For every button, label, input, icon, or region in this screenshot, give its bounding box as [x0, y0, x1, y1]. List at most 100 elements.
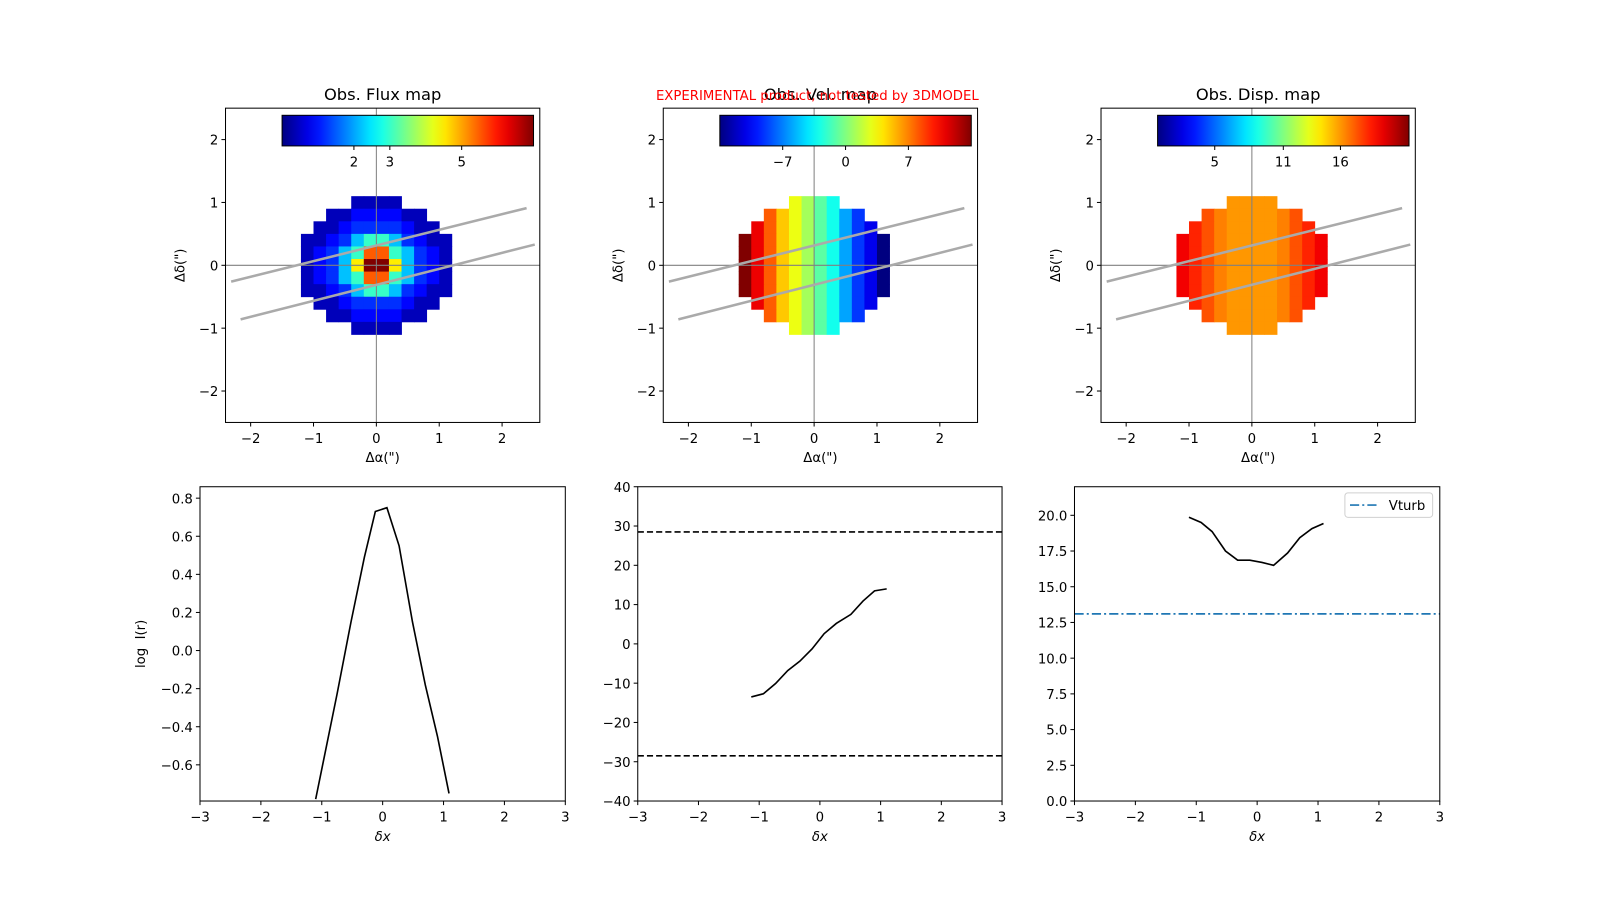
- pixel: [788, 196, 802, 210]
- y-tick-label: 20.0: [1038, 509, 1068, 524]
- pixel: [763, 271, 777, 285]
- pixel: [426, 246, 440, 260]
- x-tick-label: 1: [1311, 432, 1319, 447]
- pixel: [376, 296, 390, 310]
- pixel: [313, 271, 327, 285]
- pixel: [300, 271, 314, 285]
- pixel: [1239, 196, 1253, 210]
- pixel: [1264, 296, 1278, 310]
- pixel: [814, 208, 828, 222]
- data-line: [1188, 516, 1324, 567]
- pixel: [801, 296, 815, 310]
- pixel: [1239, 246, 1253, 260]
- x-tick-label: 1: [439, 810, 447, 825]
- x-axis-label: δx: [375, 830, 391, 845]
- pixel: [1289, 296, 1303, 310]
- pixel: [388, 221, 402, 235]
- pixel: [338, 233, 352, 247]
- pixel: [839, 208, 853, 222]
- pixel: [763, 221, 777, 235]
- y-axis-label: Δδ("): [611, 249, 626, 283]
- pixel: [326, 233, 340, 247]
- y-tick-label: 40: [614, 481, 631, 496]
- x-tick-label: −2: [689, 810, 709, 825]
- annotation: EXPERIMENTAL product, not tested by 3DMO…: [656, 89, 979, 104]
- pixel: [363, 296, 377, 310]
- pixel: [414, 246, 428, 260]
- pixel: [851, 309, 865, 323]
- pixel: [1264, 321, 1278, 335]
- colorbar: [719, 114, 972, 147]
- pixel: [738, 233, 752, 247]
- pixel: [1176, 246, 1190, 260]
- pixel: [1264, 208, 1278, 222]
- pixel: [788, 296, 802, 310]
- pixel: [826, 246, 840, 260]
- pixel: [814, 296, 828, 310]
- pixel: [751, 284, 765, 298]
- pixel: [826, 196, 840, 210]
- pixel: [801, 196, 815, 210]
- pixel: [388, 309, 402, 323]
- pixel: [776, 208, 790, 222]
- pixel: [338, 296, 352, 310]
- pixel: [313, 284, 327, 298]
- pixel: [776, 233, 790, 247]
- pixel: [839, 296, 853, 310]
- pixel: [763, 296, 777, 310]
- pixel: [1214, 309, 1228, 323]
- pixel: [300, 246, 314, 260]
- pixel: [313, 233, 327, 247]
- colorbar-tick-label: 0: [841, 155, 849, 170]
- slit-line: [240, 243, 536, 321]
- pixel: [801, 208, 815, 222]
- pixel: [414, 309, 428, 323]
- x-tick-label: 2: [1373, 432, 1381, 447]
- pixel: [439, 233, 453, 247]
- pixel: [1226, 233, 1240, 247]
- pixel: [788, 208, 802, 222]
- y-tick-label: 2: [210, 134, 218, 149]
- pixel: [1251, 196, 1265, 210]
- x-tick-label: 1: [876, 810, 884, 825]
- pixel: [1251, 208, 1265, 222]
- pixel: [1201, 208, 1215, 222]
- pixel: [1302, 296, 1316, 310]
- x-tick-label: −2: [679, 432, 699, 447]
- pixel: [1314, 246, 1328, 260]
- pixel: [401, 296, 415, 310]
- y-tick-label: 15.0: [1038, 581, 1068, 596]
- pixel: [439, 271, 453, 285]
- pixel: [376, 196, 390, 210]
- pixel: [788, 233, 802, 247]
- pixel: [439, 284, 453, 298]
- pixel: [1302, 233, 1316, 247]
- pixel: [788, 221, 802, 235]
- y-tick-label: 10: [614, 599, 631, 614]
- pixel: [1226, 221, 1240, 235]
- pixel: [776, 271, 790, 285]
- x-tick-label: −1: [1179, 432, 1199, 447]
- pixel: [1201, 309, 1215, 323]
- pixel: [1189, 246, 1202, 260]
- pixel: [826, 284, 840, 298]
- pixel: [1189, 233, 1202, 247]
- x-tick-label: −3: [190, 810, 210, 825]
- x-tick-label: 1: [1314, 810, 1322, 825]
- pixel: [351, 296, 365, 310]
- pixel: [1239, 233, 1253, 247]
- pixel: [1201, 221, 1215, 235]
- pixel: [338, 309, 352, 323]
- pixel: [1289, 284, 1303, 298]
- y-tick-label: 0.0: [172, 645, 193, 660]
- data-line: [751, 588, 887, 698]
- pixel: [363, 233, 377, 247]
- pixel: [338, 208, 352, 222]
- pixel: [401, 309, 415, 323]
- colorbar-tick-label: 3: [386, 155, 394, 170]
- pixel: [1201, 271, 1215, 285]
- pixel: [801, 246, 815, 260]
- pixel: [1201, 296, 1215, 310]
- pixel: [876, 271, 890, 285]
- pixel: [876, 246, 890, 260]
